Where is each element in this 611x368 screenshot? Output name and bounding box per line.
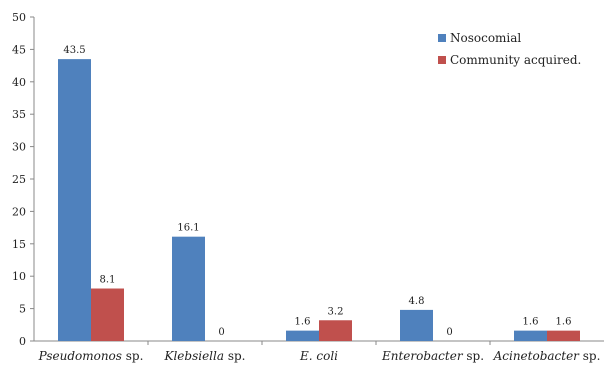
data-label: 0 [446, 327, 452, 338]
x-tick-label-italic: Pseudomonos [38, 349, 122, 363]
y-tick-label: 50 [12, 11, 26, 24]
y-tick-label: 30 [12, 141, 26, 154]
bar-community-0 [91, 288, 124, 341]
data-label: 0 [218, 327, 224, 338]
x-tick-label: Enterobacter sp. [381, 349, 484, 363]
y-tick-label: 5 [19, 303, 26, 316]
x-tick-label: Pseudomonos sp. [38, 349, 144, 363]
data-label: 1.6 [523, 317, 539, 328]
x-tick-label-italic: Enterobacter [381, 349, 464, 363]
y-tick-label: 25 [12, 173, 26, 186]
data-label: 3.2 [328, 306, 344, 317]
y-tick-label: 20 [12, 205, 26, 218]
legend: Nosocomial Community acquired. [438, 31, 581, 67]
legend-entry: Community acquired. [450, 53, 581, 67]
legend-swatch [438, 56, 446, 64]
legend-swatch [438, 34, 446, 42]
bar-nosocomial-2 [286, 330, 319, 341]
bars [58, 59, 580, 342]
x-tick-label-suffix: sp. [224, 349, 245, 363]
y-tick-label: 0 [19, 335, 26, 348]
axes: 0 5 10 15 20 25 30 35 40 45 50 [12, 11, 604, 348]
data-label: 16.1 [177, 223, 199, 234]
x-tick-label: E. coli [299, 349, 338, 363]
legend-entry: Nosocomial [450, 31, 521, 45]
x-tick-label-italic: Acinetobacter [493, 349, 581, 363]
x-tick-label-italic: E. coli [299, 349, 338, 363]
y-tick-label: 35 [12, 108, 26, 121]
x-tick-label-suffix: sp. [463, 349, 484, 363]
y-tick-label: 10 [12, 270, 26, 283]
x-tick-label-suffix: sp. [122, 349, 143, 363]
labels: 43.5 8.1 Pseudomonos sp. 16.1 0 Klebsiella sp… [38, 45, 601, 363]
bar-community-4 [547, 330, 580, 341]
data-label: 43.5 [63, 45, 85, 56]
y-tick-label: 45 [12, 43, 26, 56]
bar-nosocomial-0 [58, 59, 91, 342]
data-label: 4.8 [409, 296, 425, 307]
data-label: 1.6 [295, 317, 311, 328]
y-tick-label: 40 [12, 76, 26, 89]
y-tick-label: 15 [12, 238, 26, 251]
x-tick-label-suffix: sp. [579, 349, 600, 363]
data-label: 1.6 [556, 317, 572, 328]
bar-nosocomial-4 [514, 330, 547, 341]
bar-nosocomial-3 [400, 309, 433, 341]
x-tick-label: Klebsiella sp. [164, 349, 246, 363]
x-tick-label-italic: Klebsiella [164, 349, 225, 363]
x-tick-label: Acinetobacter sp. [493, 349, 601, 363]
bar-nosocomial-1 [172, 236, 205, 341]
data-label: 8.1 [100, 275, 116, 286]
bar-community-2 [319, 320, 352, 341]
